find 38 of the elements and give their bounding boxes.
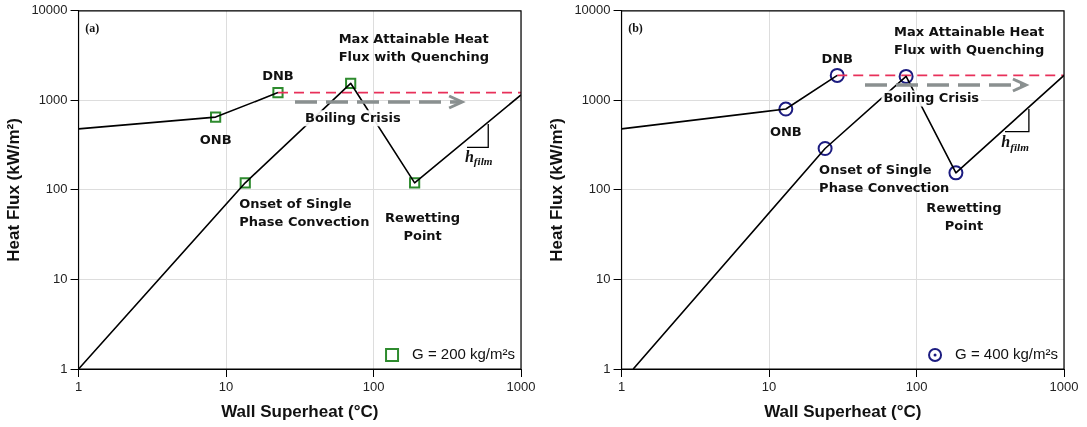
y-tick-label: 10 (53, 271, 68, 287)
y-axis-title: Heat Flux (kW/m²) (546, 118, 566, 262)
y-tick-label: 1000 (38, 91, 68, 107)
y-tick-label: 100 (45, 181, 68, 197)
y-tick-label: 10000 (574, 2, 611, 18)
annotation: Onset of Single Phase Convection (819, 161, 950, 195)
y-tick-label: 1 (603, 360, 611, 376)
y-tick-label: 100 (588, 181, 611, 197)
x-tick-label: 10 (761, 379, 777, 395)
x-tick-label: 1000 (1049, 379, 1079, 395)
annotation: Rewetting Point (926, 200, 1002, 234)
x-tick-label: 1000 (506, 379, 536, 395)
annotation: (b) (628, 20, 643, 35)
legend-label: G = 400 kg/m²s (955, 345, 1059, 363)
annotation: ONB (769, 124, 802, 140)
annotation: Boiling Crisis (883, 89, 980, 105)
annotation: Onset of Single Phase Convection (239, 196, 370, 230)
annotation: DNB (821, 50, 854, 66)
annotation: Max Attainable Heat Flux with Quenching (338, 30, 489, 64)
x-tick-label: 1 (74, 379, 83, 395)
y-tick-label: 1000 (581, 91, 611, 107)
x-tick-label: 100 (362, 379, 385, 395)
x-tick-label: 100 (905, 379, 928, 395)
annotation: DNB (262, 67, 294, 83)
y-tick-label: 1 (60, 360, 68, 376)
y-tick-label: 10 (596, 271, 611, 287)
legend-label: G = 200 kg/m²s (412, 345, 516, 363)
x-axis-title: Wall Superheat (°C) (221, 402, 379, 422)
annotation: ONB (199, 132, 232, 148)
annotation: Max Attainable Heat Flux with Quenching (894, 23, 1045, 57)
x-tick-label: 10 (218, 379, 234, 395)
y-tick-label: 10000 (31, 2, 68, 18)
annotation: (a) (85, 20, 100, 35)
y-axis-title: Heat Flux (kW/m²) (3, 118, 23, 262)
x-tick-label: 1 (617, 379, 626, 395)
annotation: Rewetting Point (385, 210, 461, 244)
x-axis-title: Wall Superheat (°C) (764, 402, 922, 422)
annotation: Boiling Crisis (305, 109, 401, 125)
